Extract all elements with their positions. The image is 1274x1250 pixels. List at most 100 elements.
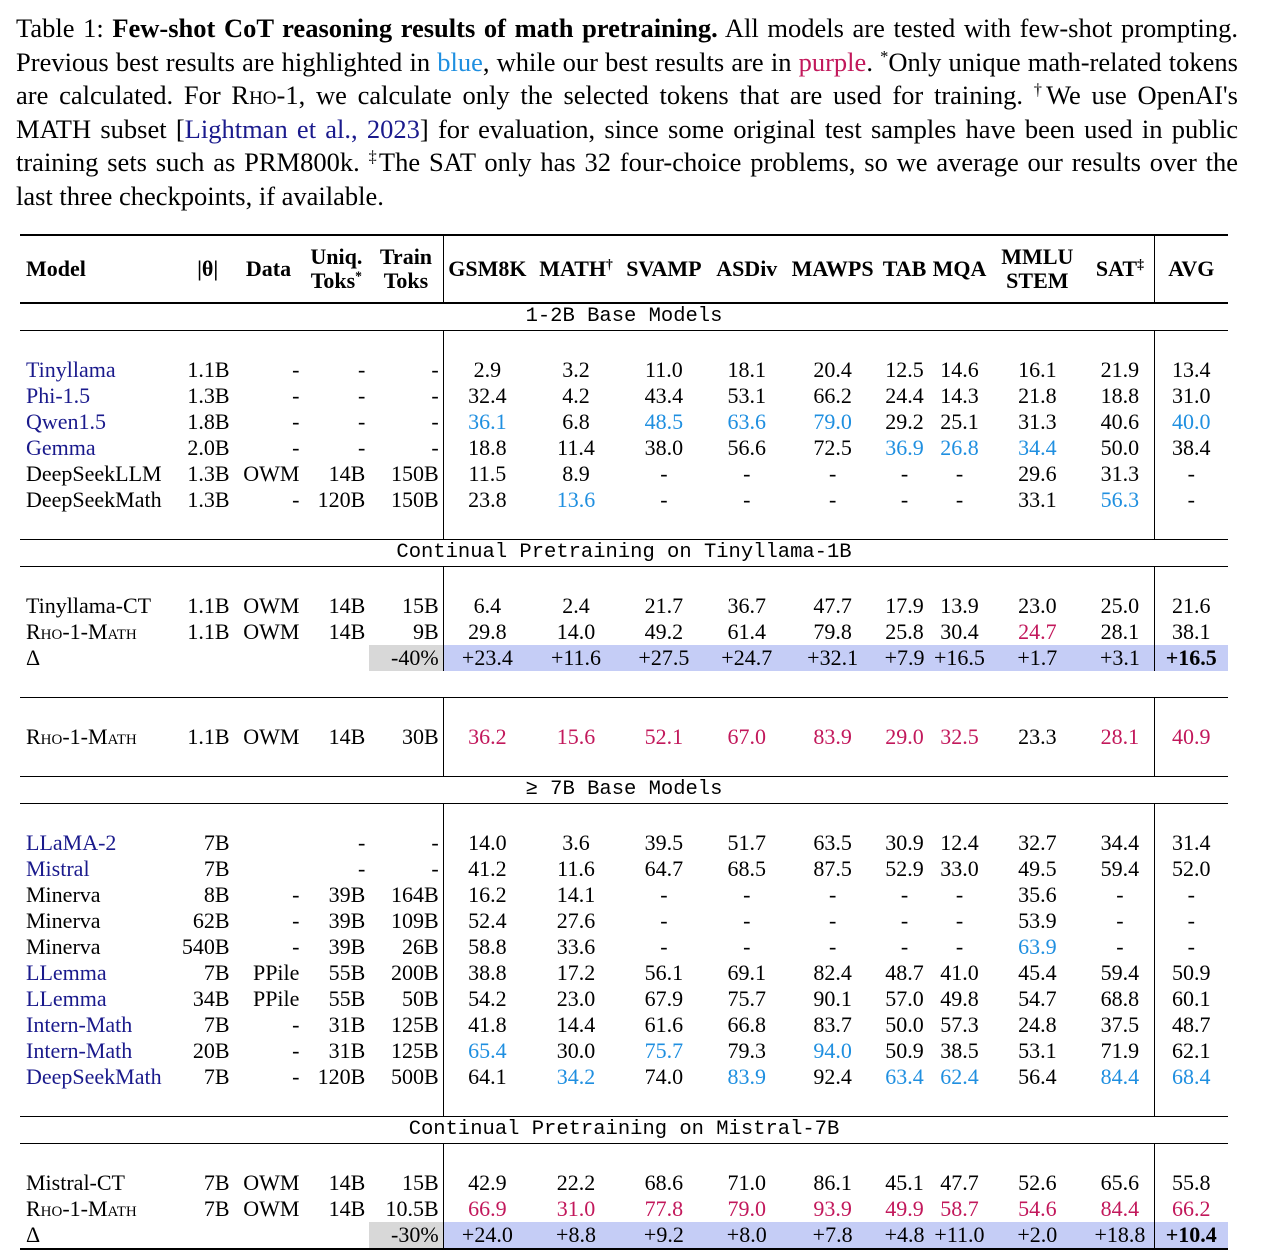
header-gsm8k: GSM8K [448,256,527,281]
cell-data: OWM [243,593,300,618]
cell-uniq-toks: 14B [328,461,366,486]
table-row: Minerva 62B - 39B 109B 52.4 27.6 - - - - - 53.9 - - [20,908,1228,934]
section-header-row: Continual Pretraining on Mistral-7B [20,1116,1228,1144]
spacer-cell [20,513,182,540]
cell-asdiv: +8.0 [706,1222,787,1249]
spacer-cell [1086,671,1154,698]
spacer-cell [707,804,787,831]
table-caption: Table 1: Few-shot CoT reasoning results … [16,12,1238,214]
cell-svamp: +27.5 [620,645,707,671]
cell-mawps: 93.9 [813,1196,852,1221]
spacer-cell [182,698,234,725]
spacer-cell [787,1090,879,1117]
cell-mmlu-stem: 52.6 [1018,1170,1057,1195]
cell-mmlu-stem: 45.4 [1018,960,1057,985]
cell-data: PPile [252,960,300,985]
table-row: DeepSeekLLM 1.3B OWM 14B 150B 11.5 8.9 - - - - - 29.… [20,461,1228,487]
spacer-cell [621,567,707,594]
cell-tab: 36.9 [885,435,924,460]
cell-train-toks: -40% [369,645,444,671]
citation-link[interactable]: Lightman et al., 2023 [184,113,420,144]
spacer-row [20,750,1228,777]
cell-math: 3.2 [562,357,590,382]
table-row: Intern-Math 7B - 31B 125B 41.8 14.4 61.6 66.8 83.… [20,1012,1228,1038]
cell-uniq-toks: - [357,830,366,855]
cell-sat: 84.4 [1086,1064,1155,1090]
spacer-cell [879,698,931,725]
cell-gsm8k: 36.1 [468,409,507,434]
cell-mawps: 87.5 [813,856,852,881]
spacer-cell [234,567,304,594]
spacer-cell [369,671,443,698]
cell-uniq-toks: 120B [317,1064,366,1089]
cell-svamp: - [660,882,668,907]
cell-svamp: - [660,487,668,512]
cell-math: 14.1 [556,882,596,907]
table-row: Minerva 540B - 39B 26B 58.8 33.6 - - - - - 63.9 - - [20,934,1228,960]
cell-svamp: 67.9 [644,986,684,1011]
caption-title: Few-shot CoT reasoning results of math p… [112,13,718,43]
spacer-cell [879,671,931,698]
cell-gsm8k: 64.1 [468,1064,507,1089]
cell-data: - [292,1064,300,1089]
section-header: Continual Pretraining on Mistral-7B [408,1118,840,1141]
cell-gsm8k: 16.2 [468,882,507,907]
cell-model-name: Tinyllama-CT [26,593,152,618]
spacer-cell [369,697,444,724]
caption-purple-word: purple [798,46,867,77]
cell-avg: 50.9 [1172,960,1211,985]
header-avg: AVG [1168,256,1215,281]
cell-mmlu-stem: 24.7 [1018,619,1057,644]
spacer-cell [20,331,182,358]
cell-uniq-toks: - [357,435,366,460]
spacer-cell [1086,566,1155,593]
cell-mawps: 66.2 [813,383,852,408]
spacer-cell [1086,697,1155,724]
spacer-cell [879,513,931,540]
star-footnote-mark: * [880,46,889,66]
cell-train-toks: -30% [369,1222,444,1249]
table-row: Rho-1-Math 1.1B OWM 14B 9B 29.8 14.0 49.2 61.4 79… [20,619,1228,645]
cell-svamp: 38.0 [644,435,684,460]
cell-math: 30.0 [556,1038,596,1063]
spacer-cell [531,567,621,594]
cell-gsm8k: 65.4 [468,1038,507,1063]
cell-data: - [292,908,300,933]
spacer-cell [443,331,531,358]
cell-sat: 59.4 [1086,960,1155,986]
dagger-footnote-mark: † [606,256,613,272]
cell-params: 2.0B [187,435,230,460]
cell-avg: 52.0 [1172,856,1211,881]
spacer-cell [303,750,369,777]
cell-gsm8k: 23.8 [468,487,507,512]
cell-tab: +7.9 [878,645,931,671]
spacer-cell [1086,803,1155,830]
cell-tab: 49.9 [885,1196,924,1221]
spacer-cell [707,698,787,725]
cell-params: 1.1B [187,357,230,382]
cell-tab: - [900,908,909,933]
spacer-cell [234,1144,304,1171]
cell-gsm8k: 11.5 [468,461,507,486]
cell-math: 14.0 [556,619,596,644]
cell-mqa: 58.7 [940,1196,979,1221]
cell-sat: 31.3 [1086,461,1155,487]
cell-math: 27.6 [556,908,596,933]
cell-avg: - [1187,487,1195,512]
cell-avg: 40.9 [1172,724,1211,749]
cell-train-toks: 109B [369,908,444,934]
cell-svamp: 11.0 [645,357,683,382]
spacer-row [20,697,1228,725]
cell-avg: 68.4 [1172,1064,1211,1089]
spacer-cell [443,567,531,594]
cell-params: 1.3B [187,383,230,408]
spacer-cell [443,513,531,540]
cell-model-name: Δ [26,645,41,670]
spacer-cell [931,1090,989,1117]
spacer-cell [787,567,879,594]
cell-svamp: 61.6 [644,1012,684,1037]
cell-svamp: 49.2 [644,619,684,644]
cell-model-name: Minerva [26,882,101,907]
cell-train-toks: 10.5B [369,1196,444,1222]
cell-model-name: Phi-1.5 [26,383,91,408]
